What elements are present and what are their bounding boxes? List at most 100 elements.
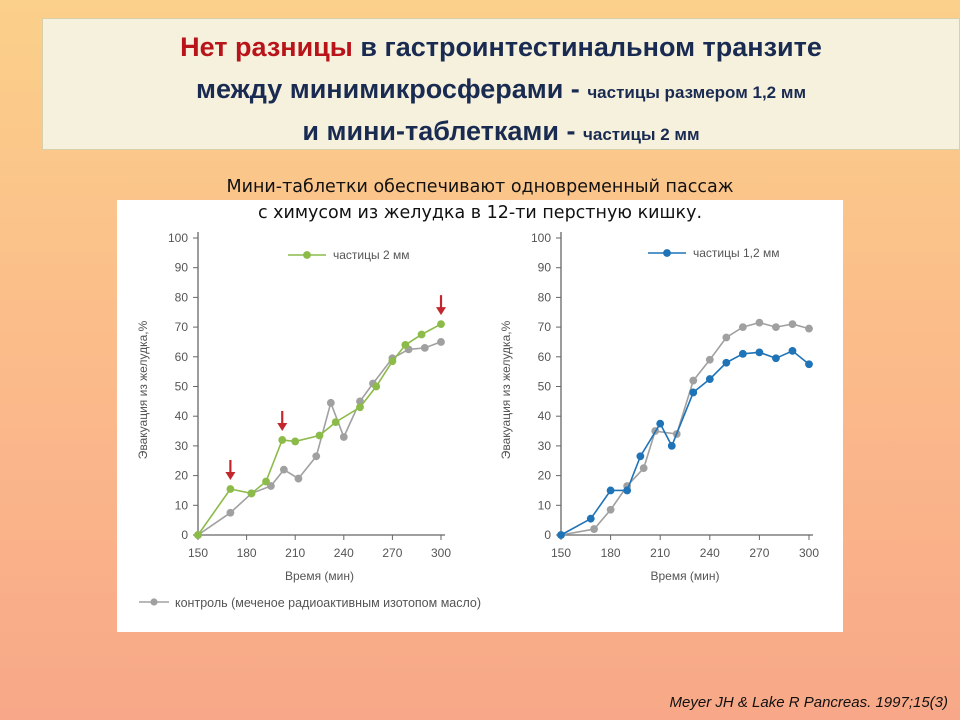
series-line xyxy=(560,321,810,536)
chart-right: 0 10 20 30 40 50 60 70 80 90 100 150 180 210 240 270 300… xyxy=(499,231,819,583)
series-line xyxy=(560,349,810,536)
title-line-3-note: частицы 2 мм xyxy=(583,125,700,144)
data-point xyxy=(656,419,665,428)
data-point xyxy=(590,525,598,533)
y-axis-label: Эвакуация из желудка,% xyxy=(499,320,513,459)
y-tick-label: 10 xyxy=(175,498,189,512)
y-tick-label: 40 xyxy=(175,409,189,423)
chart-left: 0 10 20 30 40 50 60 70 80 90 100 150 180 210 240 270 300… xyxy=(136,231,451,583)
y-tick-label: 30 xyxy=(538,439,552,453)
data-point xyxy=(226,508,235,517)
data-point xyxy=(226,485,235,493)
data-point xyxy=(623,486,632,495)
data-point xyxy=(722,358,731,367)
data-point xyxy=(772,354,780,363)
data-point xyxy=(705,375,714,383)
title-box: Нет разницы в гастроинтестинальном транз… xyxy=(42,18,960,150)
data-point xyxy=(326,398,335,407)
data-point xyxy=(356,397,364,406)
x-tick-label: 270 xyxy=(749,546,769,560)
data-point xyxy=(437,320,445,329)
data-point xyxy=(755,318,764,327)
data-point xyxy=(805,360,813,369)
y-tick-label: 30 xyxy=(175,439,189,453)
title-line-2-note: частицы размером 1,2 мм xyxy=(587,83,807,102)
series-line xyxy=(197,323,442,536)
data-point xyxy=(278,436,287,444)
legend-marker xyxy=(303,251,311,259)
x-tick-label: 300 xyxy=(799,546,819,560)
data-point xyxy=(356,403,364,412)
data-point xyxy=(586,514,595,523)
arrow-head xyxy=(277,422,288,431)
x-tick-label: 210 xyxy=(285,546,305,560)
data-point xyxy=(417,330,426,339)
y-tick-label: 60 xyxy=(175,350,189,364)
y-tick-label: 50 xyxy=(538,380,552,394)
data-point xyxy=(262,477,270,486)
subtitle: Мини-таблетки обеспечивают одновременный… xyxy=(150,174,810,226)
x-axis-label: Время (мин) xyxy=(650,569,719,583)
arrow-head xyxy=(436,307,446,316)
shared-legend-marker xyxy=(150,598,158,606)
data-point xyxy=(639,464,648,473)
data-point xyxy=(339,433,348,441)
data-point xyxy=(606,505,615,514)
y-tick-label: 10 xyxy=(538,498,552,512)
x-tick-label: 240 xyxy=(700,546,720,560)
y-tick-label: 100 xyxy=(531,231,551,245)
y-tick-label: 100 xyxy=(168,231,188,245)
title-line-2: между минимикросферами - частицы размеро… xyxy=(43,74,959,105)
data-point xyxy=(689,388,698,397)
shared-legend: контроль (меченое радиоактивным изотопом… xyxy=(139,596,481,610)
y-axis-label: Эвакуация из желудка,% xyxy=(136,320,150,459)
legend-label: частицы 1,2 мм xyxy=(693,246,779,260)
legend-marker xyxy=(663,249,671,257)
data-point xyxy=(291,437,300,446)
y-tick-label: 0 xyxy=(181,528,188,542)
data-point xyxy=(738,323,747,331)
data-point xyxy=(689,376,698,385)
y-tick-label: 0 xyxy=(544,528,551,542)
arrow-head xyxy=(225,471,236,480)
x-tick-label: 240 xyxy=(334,546,354,560)
data-point xyxy=(401,341,410,349)
subtitle-line-2: с химусом из желудка в 12-ти перстную ки… xyxy=(257,203,703,223)
x-tick-label: 210 xyxy=(650,546,670,560)
data-point xyxy=(772,323,780,331)
data-point xyxy=(755,348,764,357)
data-point xyxy=(805,324,813,333)
y-tick-label: 60 xyxy=(538,350,552,364)
data-point xyxy=(667,442,676,450)
x-tick-label: 300 xyxy=(431,546,451,560)
title-line-3-main: и мини-таблетками - xyxy=(302,116,583,146)
y-tick-label: 70 xyxy=(538,320,552,334)
data-point xyxy=(738,349,747,358)
subtitle-line-1: Мини-таблетки обеспечивают одновременный… xyxy=(226,177,734,197)
x-tick-label: 180 xyxy=(237,546,257,560)
data-point xyxy=(294,474,303,483)
y-tick-label: 80 xyxy=(175,290,189,304)
y-tick-label: 40 xyxy=(538,409,552,423)
x-tick-label: 150 xyxy=(551,546,571,560)
data-point xyxy=(705,355,714,364)
title-line-1: Нет разницы в гастроинтестинальном транз… xyxy=(43,32,959,63)
title-line-1-rest: в гастроинтестинальном транзите xyxy=(352,32,822,62)
data-point xyxy=(194,531,202,539)
legend-label: частицы 2 мм xyxy=(333,248,409,262)
y-tick-label: 50 xyxy=(175,380,189,394)
y-tick-label: 90 xyxy=(175,261,189,275)
x-axis-label: Время (мин) xyxy=(285,569,354,583)
data-point xyxy=(722,333,731,342)
data-point xyxy=(557,531,565,539)
x-tick-label: 150 xyxy=(188,546,208,560)
shared-legend-label: контроль (меченое радиоактивным изотопом… xyxy=(175,596,481,610)
citation: Meyer JH & Lake R Pancreas. 1997;15(3) xyxy=(669,694,948,711)
x-tick-label: 270 xyxy=(382,546,402,560)
y-tick-label: 70 xyxy=(175,320,189,334)
data-point xyxy=(312,452,321,461)
title-line-3: и мини-таблетками - частицы 2 мм xyxy=(43,116,959,147)
y-tick-label: 90 xyxy=(538,261,552,275)
data-point xyxy=(372,382,381,391)
